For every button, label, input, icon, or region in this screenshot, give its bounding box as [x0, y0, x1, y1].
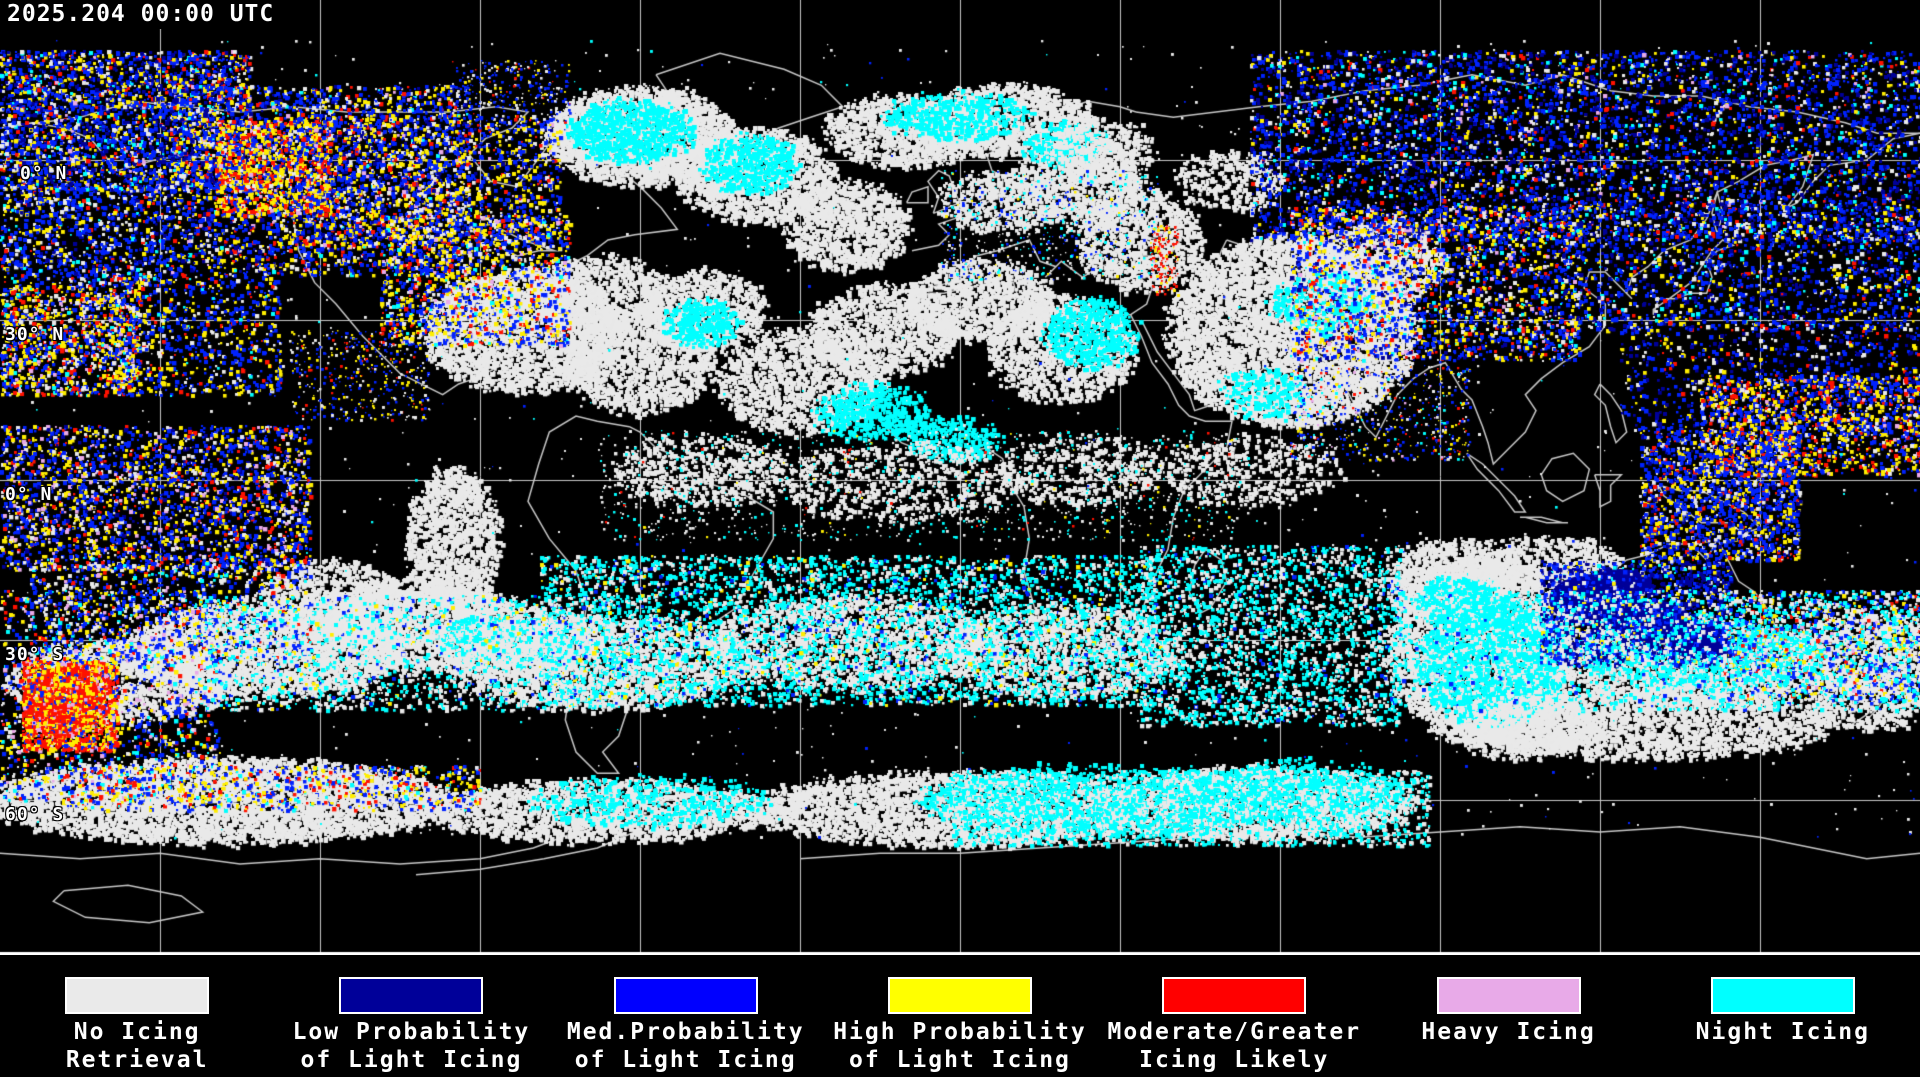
legend-label-line: Night Icing — [1695, 1019, 1870, 1045]
legend-label-line: Heavy Icing — [1421, 1019, 1596, 1045]
legend-label-0: No Icing Retrieval — [66, 1018, 209, 1074]
legend-label-line: Retrieval — [65, 1047, 209, 1073]
legend-item-2: Med.Probability of Light Icing — [549, 955, 823, 1080]
legend-label-6: Night Icing — [1696, 1018, 1870, 1046]
legend-label-1: Low Probability of Light Icing — [293, 1018, 531, 1074]
legend-swatch-1 — [339, 977, 484, 1014]
legend-swatch-6 — [1710, 977, 1855, 1014]
legend-label-line: Med.Probability — [566, 1019, 805, 1045]
legend-swatch-2 — [613, 977, 758, 1014]
legend-bar: No Icing Retrieval Low Probability of Light… — [0, 953, 1920, 1080]
legend-item-4: Moderate/Greater Icing Likely — [1097, 955, 1371, 1080]
legend-swatch-0 — [65, 977, 210, 1014]
legend-label-4: Moderate/Greater Icing Likely — [1107, 1018, 1361, 1074]
legend-label-line: of Light Icing — [300, 1047, 523, 1073]
latitude-label-0: 0° N — [20, 163, 68, 184]
legend-label-3: High Probability of Light Icing — [833, 1018, 1087, 1074]
latitude-label-2: 0° N — [5, 484, 53, 505]
legend-label-line: High Probability — [833, 1019, 1087, 1045]
latitude-label-4: 60° S — [5, 804, 65, 825]
legend-label-5: Heavy Icing — [1421, 1018, 1595, 1046]
legend-item-6: Night Icing — [1646, 955, 1920, 1080]
legend-label-line: of Light Icing — [849, 1047, 1071, 1073]
legend-swatch-3 — [887, 977, 1032, 1014]
legend-item-1: Low Probability of Light Icing — [274, 955, 548, 1080]
legend-item-5: Heavy Icing — [1371, 955, 1645, 1080]
legend-label-line: of Light Icing — [574, 1047, 797, 1073]
bottom-border-line — [0, 1077, 1920, 1080]
latitude-label-1: 30° N — [5, 324, 65, 345]
latitude-label-3: 30° S — [5, 644, 65, 665]
legend-item-0: No Icing Retrieval — [0, 955, 274, 1080]
world-icing-map-canvas — [0, 0, 1920, 953]
legend-swatch-5 — [1436, 977, 1581, 1014]
legend-label-line: Moderate/Greater — [1107, 1019, 1362, 1045]
legend-label-line: Low Probability — [292, 1019, 531, 1045]
legend-item-3: High Probability of Light Icing — [823, 955, 1097, 1080]
legend-swatch-4 — [1162, 977, 1307, 1014]
legend-label-line: Icing Likely — [1139, 1047, 1330, 1073]
legend-label-line: No Icing — [73, 1019, 201, 1045]
timestamp-label: 2025.204 00:00 UTC — [7, 0, 281, 29]
legend-label-2: Med.Probability of Light Icing — [567, 1018, 805, 1074]
